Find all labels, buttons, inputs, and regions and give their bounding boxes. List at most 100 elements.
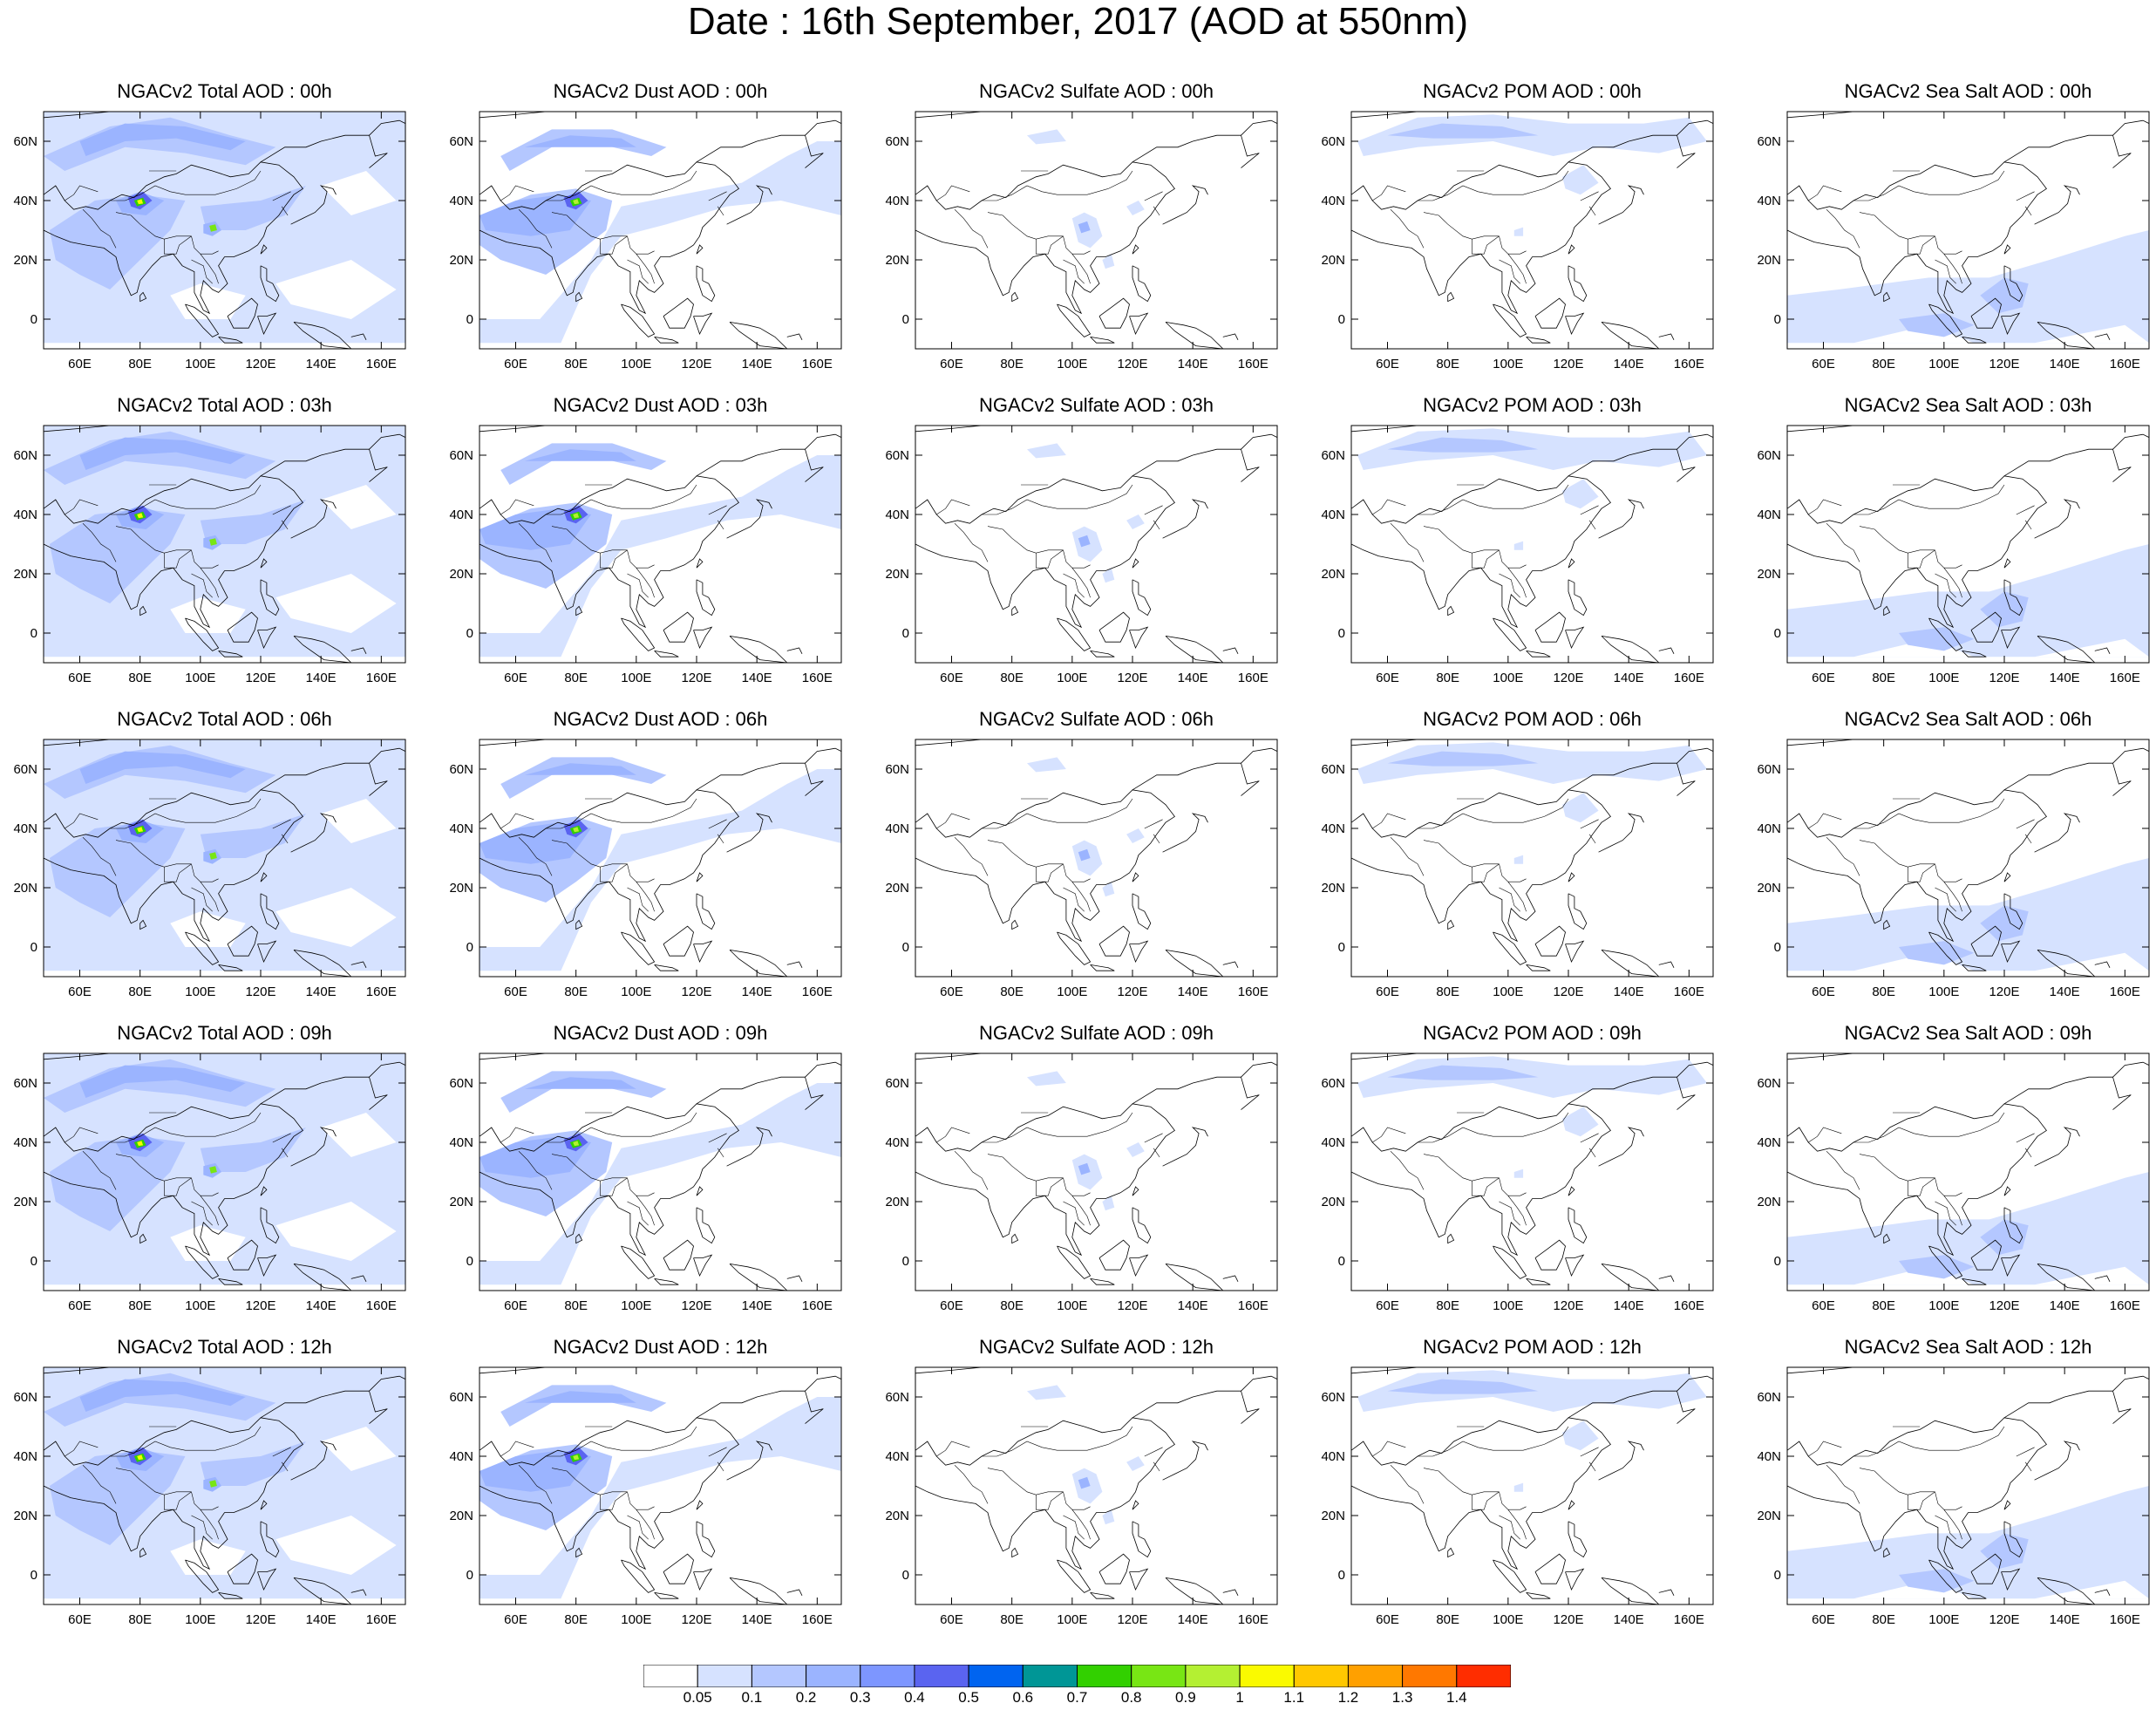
y-tick-label: 0 — [31, 1568, 37, 1583]
coastline — [1493, 1560, 1527, 1592]
x-tick-label: 140E — [2050, 1298, 2080, 1313]
x-tick-label: 80E — [1872, 1612, 1895, 1627]
x-tick-label: 140E — [1614, 671, 1644, 685]
coastline — [1602, 322, 1659, 349]
x-tick-label: 80E — [128, 1298, 152, 1313]
country-border — [1826, 209, 1860, 248]
y-tick-label: 60N — [1321, 448, 1345, 463]
country-border — [636, 568, 655, 597]
colorbar-label: 1.4 — [1446, 1689, 1467, 1707]
y-tick-label: 60N — [1757, 1076, 1781, 1091]
x-tick-label: 60E — [1812, 1612, 1835, 1627]
country-border — [1908, 1492, 1935, 1509]
x-tick-label: 140E — [742, 357, 772, 371]
coastline — [1448, 920, 1454, 929]
coastline — [1091, 651, 1115, 657]
coastline — [1130, 1569, 1148, 1590]
y-tick-label: 60N — [885, 762, 909, 777]
y-tick-label: 0 — [902, 312, 909, 327]
aod-contour-fill — [500, 757, 666, 799]
coastline — [622, 1560, 655, 1592]
coastline — [1599, 500, 1644, 538]
country-border — [1508, 882, 1527, 911]
y-tick-label: 40N — [1321, 508, 1345, 522]
coastline — [1241, 1077, 1260, 1109]
country-border — [1500, 236, 1527, 254]
country-border — [988, 1155, 1064, 1182]
coastline — [915, 1418, 1174, 1569]
coastline — [787, 334, 802, 340]
country-border — [1391, 523, 1424, 562]
x-tick-label: 100E — [1493, 671, 1523, 685]
country-border — [1935, 550, 1962, 568]
x-tick-label: 120E — [1117, 1298, 1147, 1313]
coastline — [1568, 894, 1587, 930]
colorbar-label: 0.3 — [850, 1689, 871, 1707]
y-tick-label: 0 — [466, 1254, 473, 1269]
coastline — [1566, 627, 1584, 648]
x-tick-label: 100E — [1928, 1612, 1959, 1627]
country-border — [988, 213, 1064, 240]
x-tick-label: 140E — [1178, 1612, 1208, 1627]
x-tick-label: 80E — [1436, 1612, 1459, 1627]
y-tick-label: 40N — [449, 1135, 473, 1150]
country-border — [1589, 207, 1595, 215]
x-tick-label: 120E — [681, 671, 711, 685]
coastline — [479, 739, 546, 746]
y-tick-label: 40N — [885, 1135, 909, 1150]
coastline — [1568, 873, 1574, 882]
coastline — [1058, 618, 1091, 651]
x-tick-label: 120E — [1117, 357, 1147, 371]
country-border — [1372, 186, 1405, 201]
coastline — [1163, 500, 1208, 538]
country-border — [1391, 209, 1424, 248]
country-border — [988, 841, 1064, 868]
colorbar-swatch — [1078, 1665, 1132, 1687]
country-border — [1508, 568, 1527, 597]
y-tick-label: 20N — [885, 1195, 909, 1209]
aod-contour-fill — [1102, 1196, 1114, 1210]
coastline — [2113, 449, 2132, 481]
country-border — [2025, 1148, 2031, 1157]
y-tick-label: 40N — [13, 821, 37, 836]
coastline — [1166, 322, 1223, 349]
country-border — [1935, 864, 1962, 882]
country-border — [1391, 1465, 1424, 1503]
x-tick-label: 120E — [681, 1612, 711, 1627]
coastline — [1130, 941, 1148, 962]
x-tick-label: 120E — [245, 671, 275, 685]
colorbar-swatch — [1132, 1665, 1186, 1687]
x-tick-label: 80E — [1872, 357, 1895, 371]
panel-title: NGACv2 Total AOD : 06h — [20, 708, 430, 731]
x-tick-label: 140E — [742, 1298, 772, 1313]
x-tick-label: 120E — [245, 357, 275, 371]
coastline — [1223, 962, 1238, 968]
coastline — [1535, 298, 1566, 328]
aod-contour-fill — [1562, 1420, 1599, 1450]
y-tick-label: 20N — [1321, 1195, 1345, 1209]
x-tick-label: 80E — [1000, 1298, 1024, 1313]
coastline — [1058, 932, 1091, 964]
coastline — [1493, 932, 1527, 964]
coastline — [1163, 814, 1208, 852]
coastline — [1132, 1501, 1139, 1509]
x-tick-label: 140E — [742, 671, 772, 685]
x-tick-label: 140E — [2050, 671, 2080, 685]
aod-contour-fill — [1102, 254, 1114, 269]
coastline — [1223, 334, 1238, 340]
aod-contour-fill — [1514, 1169, 1523, 1178]
coastline — [2035, 186, 2080, 224]
x-tick-label: 80E — [128, 984, 152, 999]
colorbar-swatch — [643, 1665, 697, 1687]
y-tick-label: 40N — [1757, 821, 1781, 836]
x-tick-label: 100E — [1493, 984, 1523, 999]
y-tick-label: 20N — [13, 567, 37, 582]
coastline — [697, 873, 703, 882]
country-border — [1424, 1155, 1500, 1182]
aod-contour-fill — [1514, 1483, 1523, 1492]
coastline — [1493, 304, 1527, 337]
country-border — [1826, 837, 1860, 875]
coastline — [694, 1569, 712, 1590]
country-border — [1935, 1178, 1962, 1196]
